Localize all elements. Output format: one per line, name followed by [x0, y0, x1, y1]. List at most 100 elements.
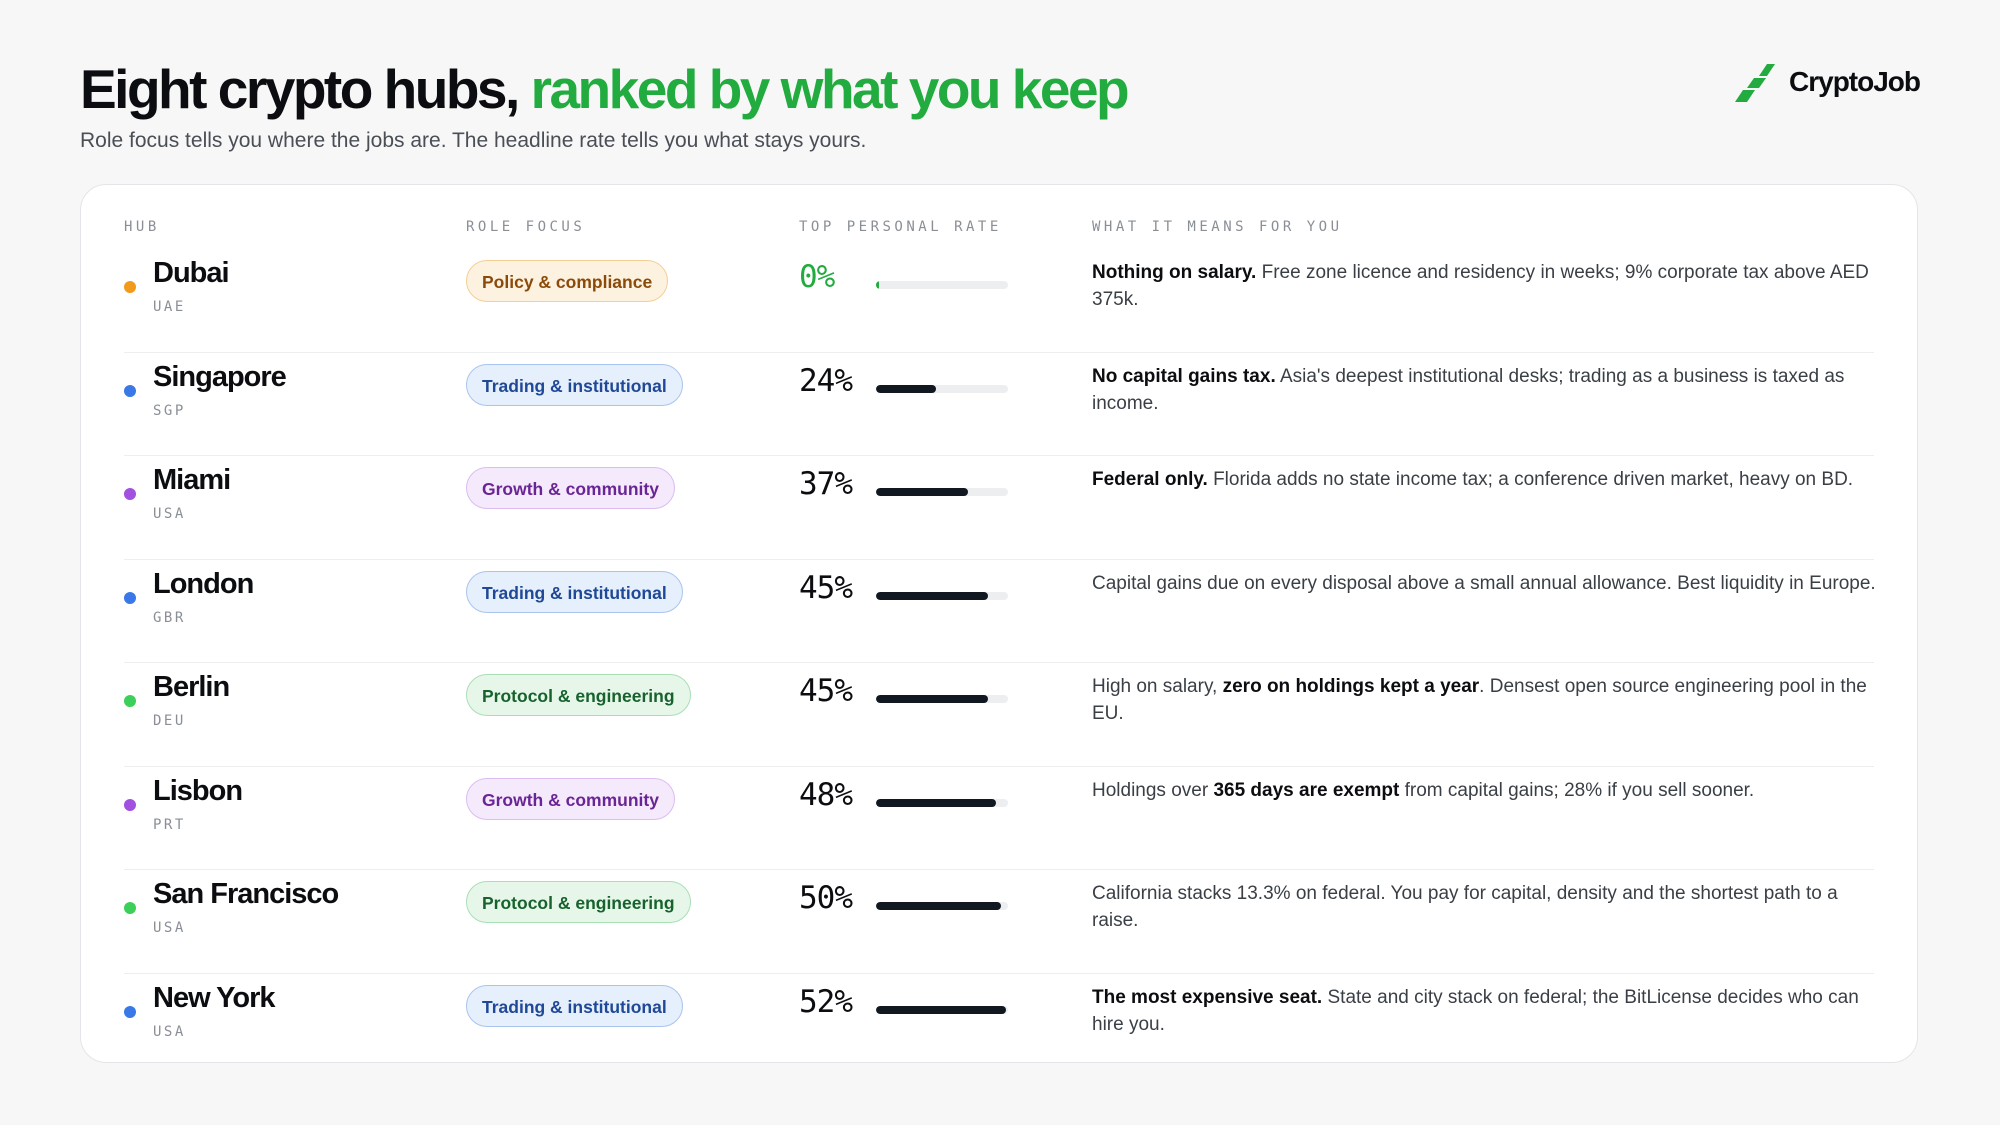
hub-name: Berlin: [153, 671, 230, 703]
rate-bar-fill: [876, 902, 1001, 910]
hub-country-code: UAE: [153, 299, 186, 315]
rate-bar: [876, 281, 1008, 289]
rate-bar-fill: [876, 591, 989, 600]
hub-note: Capital gains due on every disposal abov…: [1092, 570, 1877, 597]
column-header-rate: TOP PERSONAL RATE: [799, 219, 1002, 235]
column-header-meaning: WHAT IT MEANS FOR YOU: [1092, 219, 1343, 235]
column-header-role-focus: ROLE FOCUS: [466, 219, 586, 235]
column-header-hub: HUB: [124, 219, 160, 235]
note-highlight: 365 days are exempt: [1213, 779, 1400, 801]
rate-bar-fill: [876, 488, 969, 496]
note-highlight: Federal only.: [1092, 469, 1208, 490]
hub-dot: [124, 695, 136, 707]
hub-note: Federal only. Florida adds no state inco…: [1092, 466, 1877, 493]
rate-bar: [876, 798, 1008, 807]
note-text: Free zone licence and residency in weeks…: [1092, 262, 1869, 310]
rate-bar: [876, 591, 1008, 600]
table-row: Dubai UAE Policy & compliance 0% Nothing…: [124, 249, 1874, 353]
note-highlight: Nothing on salary.: [1092, 262, 1257, 283]
hubs-table: HUB ROLE FOCUS TOP PERSONAL RATE WHAT IT…: [80, 184, 1918, 1063]
hub-country-code: USA: [153, 1023, 186, 1040]
hub-dot: [124, 488, 136, 500]
rate-value: 0%: [799, 259, 835, 295]
brand-name: CryptoJob: [1789, 66, 1921, 97]
rate-bar-fill: [876, 384, 936, 393]
hub-name: San Francisco: [153, 878, 339, 910]
role-focus-badge: Trading & institutional: [466, 363, 683, 406]
hub-note: Holdings over 365 days are exempt from c…: [1092, 777, 1877, 804]
note-highlight: No capital gains tax.: [1092, 365, 1276, 387]
table-row: San Francisco USA Protocol & engineering…: [124, 870, 1874, 974]
hub-dot: [124, 281, 136, 293]
table-row: Berlin DEU Protocol & engineering 45% Hi…: [124, 663, 1874, 767]
table-row: New York USA Trading & institutional 52%…: [124, 974, 1874, 1077]
role-focus-badge: Growth & community: [466, 777, 675, 820]
note-highlight: The most expensive seat.: [1092, 986, 1323, 1008]
hub-name: New York: [153, 981, 275, 1014]
rate-bar: [876, 902, 1008, 910]
rate-value: 52%: [799, 983, 853, 1020]
rate-value: 45%: [799, 569, 853, 606]
role-focus-badge: Trading & institutional: [466, 570, 683, 613]
note-text: . Densest open source engineering pool i…: [1092, 676, 1867, 724]
note-text: California stacks 13.3% on federal. You …: [1092, 883, 1838, 931]
table-row: Miami USA Growth & community 37% Federal…: [124, 456, 1874, 560]
cryptojob-logo-icon: [1735, 64, 1775, 102]
rate-value: 24%: [799, 362, 853, 399]
hub-note: Nothing on salary. Free zone licence and…: [1092, 259, 1877, 313]
rate-value: 50%: [799, 880, 853, 916]
note-text: Asia's deepest institutional desks; trad…: [1092, 365, 1845, 414]
role-focus-badge: Policy & compliance: [466, 260, 669, 302]
hub-country-code: PRT: [153, 816, 186, 833]
title-main: Eight crypto hubs,: [80, 58, 520, 120]
hub-country-code: GBR: [153, 609, 186, 626]
hub-note: No capital gains tax. Asia's deepest ins…: [1092, 363, 1877, 417]
hub-dot: [124, 902, 136, 914]
hub-dot: [124, 591, 136, 604]
hub-name: Singapore: [153, 360, 287, 393]
hub-country-code: SGP: [153, 402, 186, 419]
rate-value: 45%: [799, 673, 853, 709]
role-focus-badge: Trading & institutional: [466, 984, 683, 1027]
hub-note: High on salary, zero on holdings kept a …: [1092, 673, 1877, 727]
rate-bar: [876, 384, 1008, 393]
hub-name: Lisbon: [153, 774, 243, 807]
note-text: Capital gains due on every disposal abov…: [1092, 572, 1876, 594]
table-row: Singapore SGP Trading & institutional 24…: [124, 353, 1877, 456]
rate-bar: [876, 1005, 1008, 1014]
header: Eight crypto hubs, ranked by what you ke…: [80, 56, 1921, 166]
title-accent: ranked by what you keep: [530, 58, 1130, 120]
hub-dot: [124, 798, 136, 811]
page-title: Eight crypto hubs, ranked by what you ke…: [80, 56, 1920, 122]
note-text: Florida adds no state income tax; a conf…: [1207, 469, 1854, 490]
role-focus-badge: Growth & community: [466, 467, 675, 509]
hub-dot: [124, 1005, 136, 1018]
rate-bar-fill: [876, 798, 996, 807]
role-focus-badge: Protocol & engineering: [466, 674, 691, 716]
hub-country-code: USA: [153, 506, 186, 522]
rate-bar-fill: [876, 281, 880, 289]
rate-bar: [876, 488, 1008, 496]
rate-bar-fill: [876, 695, 989, 703]
page-subtitle: Role focus tells you where the jobs are.…: [80, 129, 867, 152]
rate-value: 48%: [799, 776, 853, 813]
rate-bar: [876, 695, 1008, 703]
hub-name: Miami: [153, 464, 231, 496]
note-lead: Holdings over: [1092, 779, 1214, 801]
hub-note: The most expensive seat. State and city …: [1092, 984, 1877, 1038]
note-highlight: zero on holdings kept a year: [1222, 676, 1480, 697]
rate-bar-fill: [876, 1005, 1006, 1014]
hub-note: California stacks 13.3% on federal. You …: [1092, 880, 1877, 934]
rate-value: 37%: [799, 466, 853, 502]
table-row: Lisbon PRT Growth & community 48% Holdin…: [124, 767, 1877, 870]
table-body: Dubai UAE Policy & compliance 0% Nothing…: [124, 249, 1877, 1077]
role-focus-badge: Protocol & engineering: [466, 881, 691, 923]
note-lead: High on salary,: [1092, 676, 1223, 697]
note-text: from capital gains; 28% if you sell soon…: [1399, 779, 1755, 801]
hub-name: London: [153, 567, 254, 600]
hub-country-code: DEU: [153, 713, 186, 729]
hub-country-code: USA: [153, 920, 186, 936]
hub-name: Dubai: [153, 257, 230, 289]
brand: CryptoJob: [1733, 62, 1921, 102]
table-row: London GBR Trading & institutional 45% C…: [124, 560, 1877, 663]
